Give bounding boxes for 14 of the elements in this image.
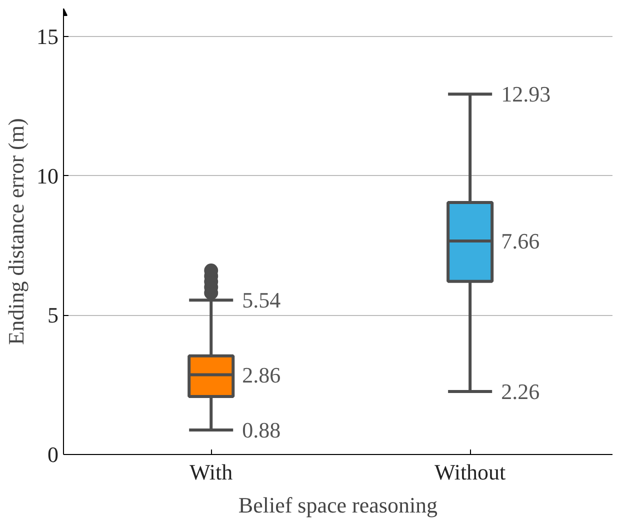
annotation: 5.54 — [242, 288, 281, 313]
annotation: 2.26 — [501, 379, 540, 404]
x-tick-label: With — [190, 460, 233, 484]
annotation: 0.88 — [242, 417, 281, 442]
y-tick-label: 15 — [36, 24, 58, 49]
y-tick-label: 5 — [48, 302, 58, 328]
y-tick-label: 0 — [48, 442, 58, 467]
annotation: 7.66 — [501, 228, 540, 254]
x-tick-label: Without — [434, 460, 506, 484]
annotation: 12.93 — [501, 82, 551, 107]
annotation: 2.86 — [242, 362, 281, 388]
x-axis-title: Belief space reasoning — [238, 492, 438, 518]
y-axis-title: Ending distance error (m) — [4, 118, 28, 345]
y-tick-label: 10 — [36, 163, 58, 188]
